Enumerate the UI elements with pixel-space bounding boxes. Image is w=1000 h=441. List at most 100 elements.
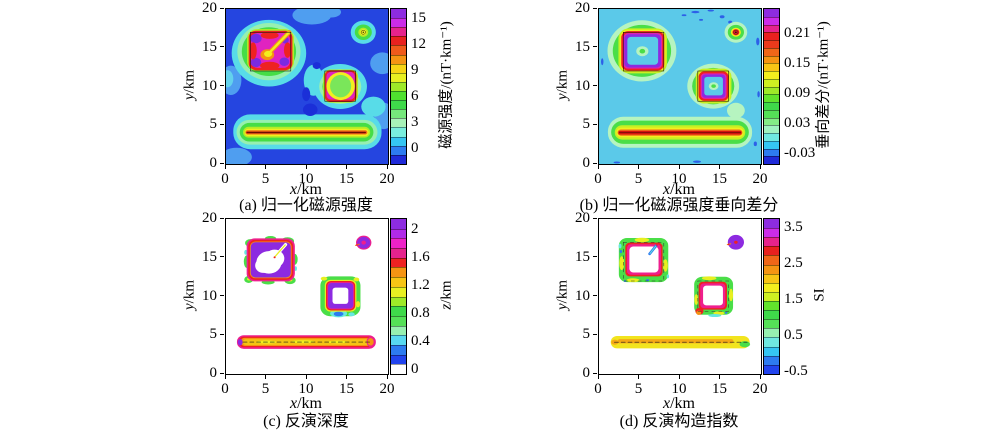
colorbar-segment: [391, 36, 406, 46]
colorbar-tick-label: 0.21: [784, 25, 811, 41]
halo-bridge: [303, 64, 324, 96]
x-tick-label: 20: [752, 381, 768, 397]
colorbar-segment: [764, 16, 779, 25]
y-tick-mark: [220, 256, 224, 258]
colorbar-tick-label: 15: [411, 10, 426, 27]
x-tick-label: 5: [634, 171, 643, 187]
panel-b: y/km x/km (b) 归一化磁源强度垂向差分 垂向差分/(nT·km⁻¹)…: [483, 0, 863, 231]
heatmap-canvas: [226, 9, 388, 164]
colorbar-segment: [391, 127, 406, 137]
subplot-caption: (c) 反演深度: [263, 413, 349, 430]
ring-patch: [701, 276, 717, 281]
colorbar-segment: [764, 328, 779, 338]
x-tick-mark: [265, 375, 266, 379]
edge-bump: [320, 276, 328, 281]
colorbar-segment: [764, 32, 779, 40]
x-axis-label: x/km: [663, 181, 695, 198]
x-tick-mark: [597, 165, 599, 169]
colorbar-segment: [764, 246, 779, 256]
x-tick-label: 20: [379, 171, 395, 187]
edge-bump: [353, 277, 360, 282]
colorbar-segment: [764, 337, 779, 347]
y-tick-label: 20: [575, 210, 590, 226]
ring-patch: [634, 237, 650, 243]
panel-c: y/km x/km (c) 反演深度 z/km 0 5 10 15 20 0 5 10 15 20…: [110, 210, 490, 441]
colorbar-tick-label: 1.6: [411, 248, 430, 265]
colorbar-segment: [764, 47, 779, 56]
heatmap-plot: [598, 218, 762, 375]
x-tick-mark: [386, 165, 388, 169]
y-tick-label: 15: [575, 248, 590, 265]
ring-speck: [618, 243, 622, 249]
y-tick-label: 5: [582, 116, 591, 133]
colorbar-tick-label: 9: [411, 62, 419, 78]
colorbar-segment: [391, 27, 406, 37]
colorbar-segment: [391, 364, 406, 374]
ring-patch: [662, 259, 668, 272]
colorbar-segment: [391, 219, 406, 229]
subplot-caption: (d) 反演构造指数: [619, 413, 739, 430]
colorbar-tick-label: 6: [411, 87, 419, 104]
x-axis-var: x: [290, 395, 298, 412]
colorbar-tick-label: 2.5: [784, 254, 803, 271]
y-tick-label: 5: [582, 326, 591, 343]
colorbar-tick-label: 0.8: [411, 305, 430, 322]
colorbar-label-text: 磁源强度/(nT·km⁻¹): [438, 21, 455, 149]
center-dot: [639, 48, 646, 54]
colorbar-segment: [391, 228, 406, 239]
x-tick-mark: [678, 165, 680, 169]
colorbar-segment: [391, 238, 406, 249]
speckle: [756, 37, 760, 46]
halo-bridge: [361, 96, 386, 117]
y-tick-mark: [593, 123, 597, 125]
low-dot: [619, 250, 623, 254]
x-tick-label: 0: [594, 381, 602, 397]
colorbar-tick-label: -0.5: [784, 362, 808, 379]
x-tick-mark: [759, 165, 761, 169]
colorbar-segment: [764, 255, 779, 265]
colorbar-segment: [391, 54, 406, 64]
heatmap-plot: [225, 218, 389, 375]
colorbar-segment: [764, 300, 779, 311]
plug-tick: [727, 243, 730, 246]
speckle: [613, 161, 621, 164]
colorbar-segment: [764, 219, 779, 229]
x-axis-label: x/km: [290, 395, 322, 412]
y-tick-label: 20: [575, 0, 590, 16]
colorbar: [390, 218, 407, 375]
y-tick-mark: [593, 7, 597, 9]
colorbar-segment: [391, 277, 406, 287]
colorbar-segment: [764, 237, 779, 247]
y-tick-mark: [593, 217, 597, 219]
colorbar-segment: [391, 335, 406, 345]
plug-dot: [361, 240, 366, 245]
colorbar-tick-label: 0: [411, 139, 419, 156]
cross-arm: [249, 42, 257, 60]
colorbar-segment: [764, 71, 779, 79]
colorbar-segment: [391, 45, 406, 55]
diag-streak: [266, 31, 290, 56]
colorbar-segment: [391, 9, 406, 19]
dike-end-cap: [367, 338, 374, 346]
x-tick-label: 0: [594, 171, 602, 187]
y-tick-label: 0: [582, 155, 591, 171]
x-tick-label: 0: [221, 171, 229, 187]
colorbar-segment: [764, 282, 779, 292]
cross-arm: [283, 42, 292, 58]
y-tick-mark: [220, 333, 224, 335]
x-tick-mark: [305, 165, 307, 169]
colorbar-segment: [764, 94, 779, 102]
colorbar-segment: [764, 63, 779, 71]
heatmap-canvas: [599, 219, 761, 374]
speckle: [707, 9, 715, 12]
colorbar-segment: [391, 154, 406, 164]
true-body-outline: [250, 31, 292, 72]
corner-high: [250, 57, 262, 68]
cross-arm: [260, 61, 280, 70]
x-axis-unit: /km: [670, 181, 695, 198]
y-tick-mark: [593, 46, 597, 48]
y-tick-label: 0: [209, 155, 218, 171]
colorbar-tick-label: -0.03: [784, 145, 816, 161]
center-dot: [711, 84, 716, 88]
